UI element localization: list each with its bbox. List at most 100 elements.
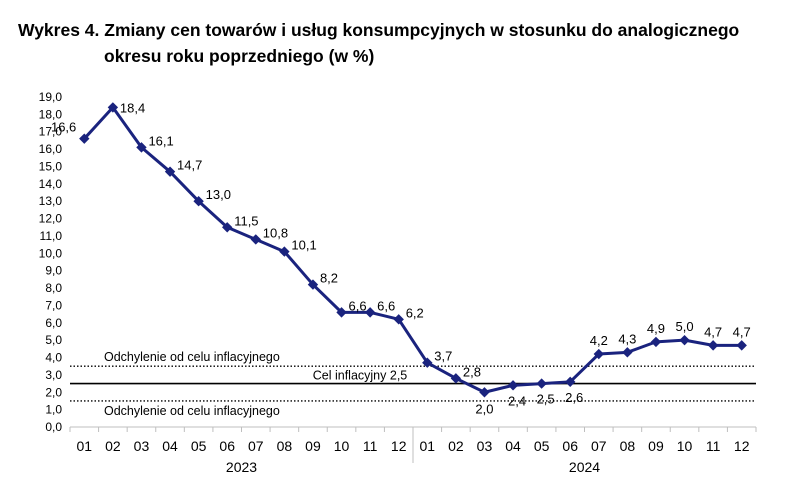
reference-lines: Odchylenie od celu inflacyjnego Cel infla…	[70, 350, 756, 418]
x-tick-label: 07	[591, 438, 607, 454]
chart-title: Wykres 4. Zmiany cen towarów i usług kon…	[0, 0, 795, 80]
x-axis: 01 02 03 04 05 06 07 08 09 10 11 12 01 02 03 04 05 06 07 08…	[69, 426, 757, 475]
data-point	[422, 357, 433, 368]
data-label: 4,7	[733, 324, 751, 339]
chart-title-line2: okresu roku poprzedniego (w %)	[104, 46, 375, 66]
x-tick-label: 02	[448, 438, 464, 454]
data-label: 16,1	[148, 133, 173, 148]
data-point	[450, 373, 462, 384]
data-point	[393, 314, 404, 325]
data-label: 6,2	[406, 305, 424, 320]
x-tick-label: 11	[706, 438, 721, 454]
x-tick-label: 09	[648, 438, 664, 454]
series-line	[83, 105, 742, 394]
y-tick-label: 9,0	[45, 264, 62, 278]
y-tick-label: 7,0	[45, 298, 62, 312]
y-axis: 0,0 1,0 2,0 3,0 4,0 5,0 6,0 7,0 8,0 9,0 10,0 11,0 12…	[39, 90, 63, 434]
data-label: 2,5	[537, 392, 555, 407]
data-point	[164, 166, 176, 177]
year-label: 2024	[569, 459, 600, 475]
data-point	[336, 307, 347, 318]
x-tick-label: 07	[248, 438, 264, 454]
y-tick-label: 4,0	[45, 351, 62, 365]
data-label: 13,0	[206, 187, 231, 202]
x-tick-label: 10	[334, 438, 350, 454]
data-point	[79, 133, 90, 144]
y-tick-label: 13,0	[39, 194, 63, 208]
x-tick-label: 02	[105, 438, 121, 454]
y-tick-label: 6,0	[45, 316, 62, 330]
x-tick-label: 10	[677, 438, 693, 454]
data-label: 5,0	[676, 319, 694, 334]
data-label: 10,1	[291, 238, 316, 253]
chart-title-line1: Wykres 4. Zmiany cen towarów i usług kon…	[18, 20, 740, 40]
data-label: 11,5	[234, 213, 258, 228]
y-tick-label: 2,0	[45, 385, 62, 399]
y-tick-label: 17,0	[39, 125, 63, 139]
data-point	[536, 378, 547, 389]
x-tick-label: 08	[620, 438, 636, 454]
y-tick-label: 10,0	[39, 246, 63, 260]
data-point	[736, 340, 747, 351]
data-label: 16,6	[51, 120, 76, 135]
data-label: 4,7	[704, 324, 722, 339]
y-tick-label: 18,0	[39, 107, 63, 121]
data-label: 8,2	[320, 271, 338, 286]
y-tick-label: 12,0	[39, 212, 63, 226]
data-label: 6,6	[349, 298, 367, 313]
data-label: 14,7	[177, 158, 202, 173]
x-tick-label: 04	[162, 438, 178, 454]
y-tick-label: 14,0	[39, 177, 63, 191]
x-tick-label: 08	[277, 438, 293, 454]
x-tick-label: 06	[562, 438, 578, 454]
data-point	[364, 307, 376, 318]
data-label: 2,8	[463, 364, 481, 379]
data-point	[193, 196, 204, 207]
series-cpi	[79, 102, 747, 398]
y-tick-label: 15,0	[39, 159, 63, 173]
x-tick-label: 03	[134, 438, 150, 454]
data-point	[650, 336, 662, 348]
x-tick-label: 09	[305, 438, 321, 454]
x-tick-label: 06	[219, 438, 235, 454]
x-tick-label: 03	[477, 438, 493, 454]
data-label: 4,3	[618, 331, 636, 346]
data-point	[250, 234, 261, 245]
data-label: 4,9	[647, 321, 665, 336]
data-point	[507, 380, 519, 391]
x-tick-label: 12	[391, 438, 407, 454]
data-label: 2,4	[508, 393, 526, 408]
y-tick-label: 8,0	[45, 281, 62, 295]
data-labels: 16,6 18,4 16,1 14,7 13,011,5 10,810,1 8,2 6,6 6,…	[51, 100, 751, 416]
year-label: 2023	[226, 459, 257, 475]
reference-line-label: Odchylenie od celu inflacyjnego	[104, 404, 280, 418]
x-tick-label: 05	[534, 438, 550, 454]
x-tick-label: 01	[420, 438, 436, 454]
y-tick-label: 19,0	[39, 90, 63, 104]
data-point	[622, 347, 633, 358]
y-tick-label: 16,0	[39, 142, 63, 156]
x-tick-label: 01	[77, 438, 93, 454]
data-label: 4,2	[590, 333, 608, 348]
data-point	[565, 376, 576, 388]
y-tick-label: 0,0	[45, 420, 62, 434]
data-point	[479, 387, 490, 398]
data-label: 2,0	[475, 401, 493, 416]
data-label: 6,6	[377, 298, 395, 313]
data-point	[279, 246, 290, 257]
data-point	[136, 142, 147, 153]
data-point	[307, 279, 319, 290]
x-tick-label: 12	[734, 438, 750, 454]
y-tick-label: 5,0	[45, 333, 62, 347]
data-point	[107, 102, 119, 113]
y-tick-label: 3,0	[45, 368, 62, 382]
data-label: 3,7	[434, 349, 452, 364]
data-point	[222, 222, 233, 233]
data-point	[679, 334, 690, 346]
data-label: 10,8	[263, 225, 288, 240]
data-label: 2,6	[565, 390, 583, 405]
y-tick-label: 11,0	[40, 229, 63, 243]
x-tick-label: 04	[505, 438, 521, 454]
data-point	[593, 348, 604, 360]
